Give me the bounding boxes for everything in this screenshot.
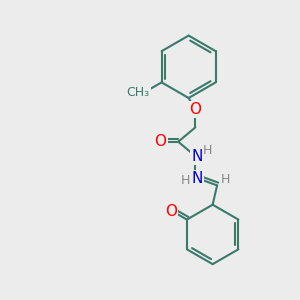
Text: CH₃: CH₃ xyxy=(127,86,150,99)
Text: O: O xyxy=(189,102,201,117)
Text: H: H xyxy=(203,144,212,157)
Text: O: O xyxy=(154,134,166,149)
Text: O: O xyxy=(165,204,177,219)
Text: H: H xyxy=(221,173,230,186)
Text: N: N xyxy=(191,148,202,164)
Text: N: N xyxy=(191,171,202,186)
Text: H: H xyxy=(181,174,190,187)
